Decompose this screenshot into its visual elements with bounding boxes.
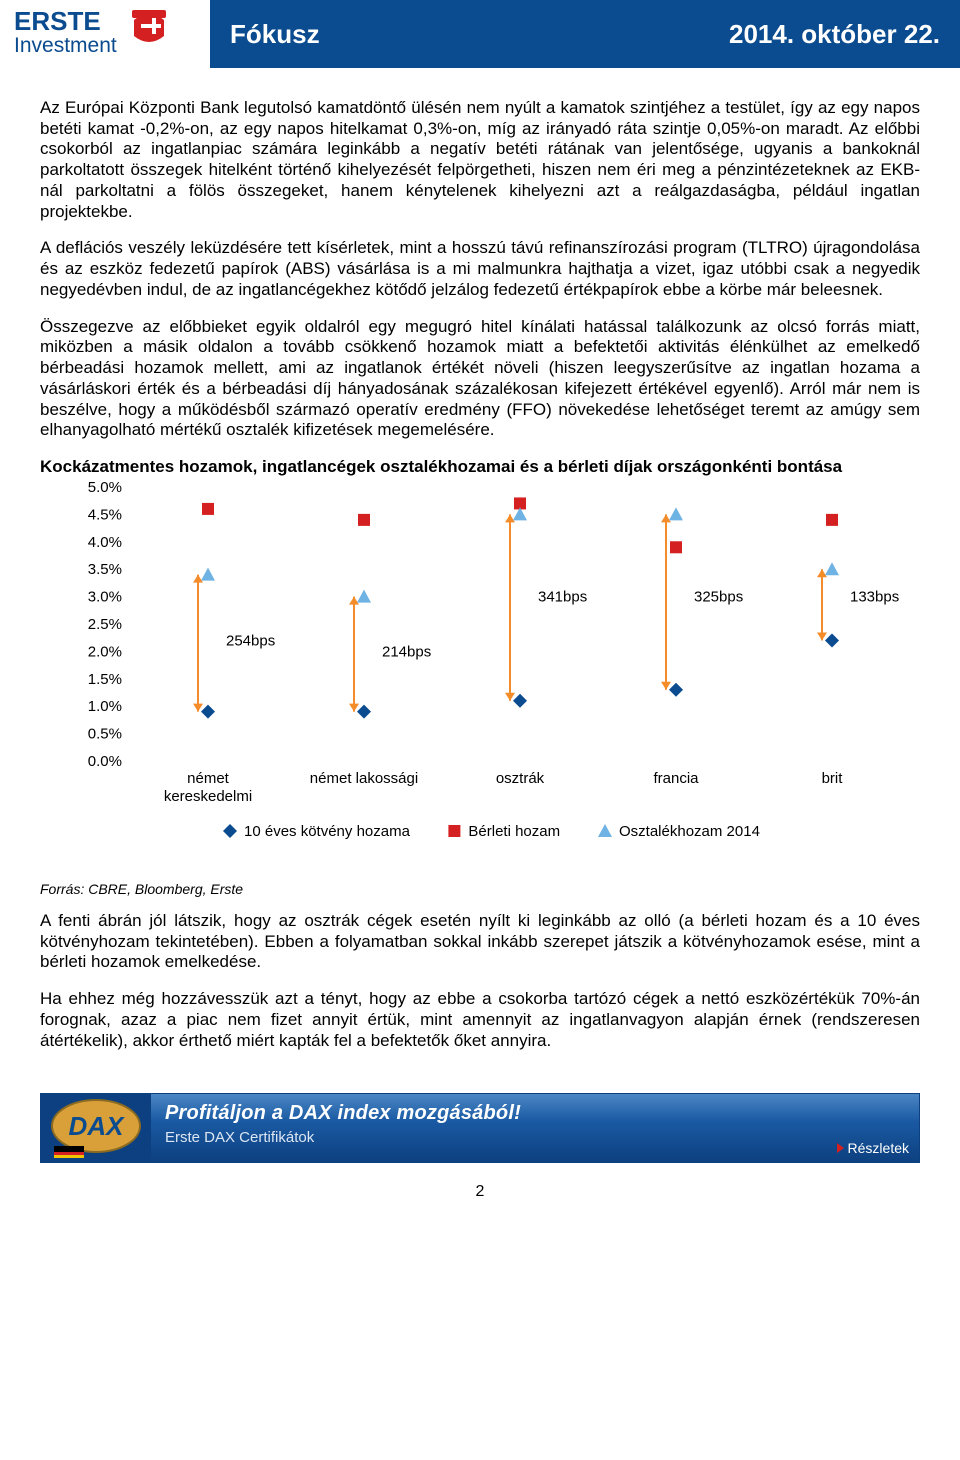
svg-text:francia: francia	[653, 770, 699, 787]
svg-text:Bérleti hozam: Bérleti hozam	[468, 823, 560, 840]
cta-label: Részletek	[848, 1140, 909, 1156]
svg-text:DAX: DAX	[69, 1111, 126, 1141]
content-body: Az Európai Központi Bank legutolsó kamat…	[0, 98, 960, 1077]
chevron-right-icon	[837, 1143, 844, 1153]
paragraph: A fenti ábrán jól látszik, hogy az osztr…	[40, 911, 920, 973]
header: ERSTE Investment Fókusz 2014. október 22…	[0, 0, 960, 68]
svg-text:325bps: 325bps	[694, 589, 743, 606]
svg-text:341bps: 341bps	[538, 589, 587, 606]
paragraph: A deflációs veszély leküzdésére tett kís…	[40, 238, 920, 300]
svg-text:10 éves kötvény hozama: 10 éves kötvény hozama	[244, 823, 411, 840]
svg-text:5.0%: 5.0%	[88, 481, 122, 496]
page-date: 2014. október 22.	[729, 19, 940, 50]
svg-text:3.5%: 3.5%	[88, 561, 122, 578]
chart-svg: 0.0% 0.5% 1.0% 1.5% 2.0% 2.5% 3.0% 3.5% 4.0% 4.5%…	[60, 481, 920, 877]
banner-headline: Profitáljon a DAX index mozgásából!	[165, 1102, 905, 1125]
svg-text:4.5%: 4.5%	[88, 506, 122, 523]
svg-text:ERSTE: ERSTE	[14, 6, 101, 36]
svg-text:3.0%: 3.0%	[88, 589, 122, 606]
svg-text:Osztalékhozam 2014: Osztalékhozam 2014	[619, 823, 760, 840]
svg-text:német lakossági: német lakossági	[310, 770, 418, 787]
banner-subline: Erste DAX Certifikátok	[165, 1129, 905, 1146]
svg-text:osztrák: osztrák	[496, 770, 545, 787]
promo-banner[interactable]: DAX Profitáljon a DAX index mozgásából! …	[40, 1093, 920, 1163]
svg-text:kereskedelmi: kereskedelmi	[164, 788, 252, 805]
svg-text:brit: brit	[822, 770, 844, 787]
chart-title: Kockázatmentes hozamok, ingatlancégek os…	[40, 457, 920, 477]
paragraph: Az Európai Központi Bank legutolsó kamat…	[40, 98, 920, 222]
banner-cta-link[interactable]: Részletek	[837, 1140, 909, 1156]
yield-chart: 0.0% 0.5% 1.0% 1.5% 2.0% 2.5% 3.0% 3.5% 4.0% 4.5%…	[40, 481, 920, 877]
logo: ERSTE Investment	[0, 0, 210, 68]
svg-text:254bps: 254bps	[226, 632, 275, 649]
svg-text:133bps: 133bps	[850, 589, 899, 606]
svg-text:1.5%: 1.5%	[88, 671, 122, 688]
page-title: Fókusz	[230, 19, 320, 50]
svg-text:Investment: Investment	[14, 34, 117, 57]
erste-logo-icon: ERSTE Investment	[14, 6, 194, 62]
page-number: 2	[0, 1183, 960, 1221]
svg-text:német: német	[187, 770, 230, 787]
paragraph: Összegezve az előbbieket egyik oldalról …	[40, 317, 920, 441]
svg-text:2.5%: 2.5%	[88, 616, 122, 633]
svg-text:2.0%: 2.0%	[88, 643, 122, 660]
paragraph: Ha ehhez még hozzávesszük azt a tényt, h…	[40, 989, 920, 1051]
svg-text:0.0%: 0.0%	[88, 753, 122, 770]
svg-text:1.0%: 1.0%	[88, 698, 122, 715]
title-bar: Fókusz 2014. október 22.	[210, 0, 960, 68]
svg-text:0.5%: 0.5%	[88, 726, 122, 743]
dax-badge-icon: DAX	[41, 1094, 151, 1162]
svg-text:4.0%: 4.0%	[88, 534, 122, 551]
chart-source: Forrás: CBRE, Bloomberg, Erste	[40, 881, 920, 897]
svg-text:214bps: 214bps	[382, 643, 431, 660]
banner-text: Profitáljon a DAX index mozgásából! Erst…	[151, 1094, 919, 1162]
